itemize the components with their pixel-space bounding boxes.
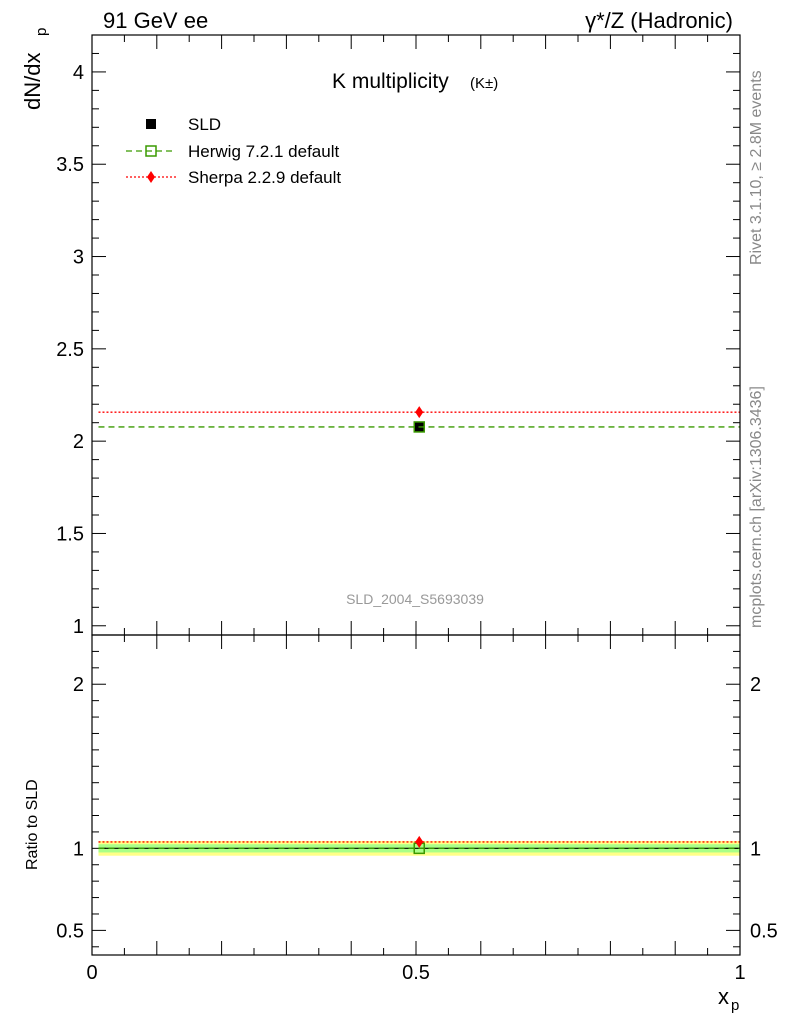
main-ytick-label: 3: [73, 247, 84, 269]
main-sherpa-marker: [415, 406, 424, 419]
ratio-ytick-label: 1: [73, 838, 84, 860]
main-ytick-label: 2: [73, 431, 84, 453]
legend: SLD Herwig 7.2.1 default Sherpa 2.2.9 defa…: [126, 115, 341, 187]
main-ylabel-text: dN/dx: [20, 53, 45, 110]
header-left: 91 GeV ee: [103, 8, 208, 33]
ratio-ytick-label: 0.5: [56, 920, 84, 942]
side-text-lower: mcplots.cern.ch [arXiv:1306.3436]: [748, 386, 765, 628]
legend-sld-marker: [146, 119, 156, 129]
ratio-ytick-label-right: 2: [750, 674, 761, 696]
series-layer: [98, 406, 740, 855]
legend-herwig-marker: [145, 145, 157, 157]
ratio-ylabel: Ratio to SLD: [24, 779, 41, 870]
legend-sherpa-marker: [147, 171, 155, 183]
main-ytick-label: 3.5: [56, 154, 84, 176]
legend-sld-label: SLD: [188, 115, 221, 134]
watermark: SLD_2004_S5693039: [346, 591, 484, 607]
xtick-label: 0: [86, 962, 97, 984]
header-right: γ*/Z (Hadronic): [585, 8, 733, 33]
ratio-xlabel-sub: p: [731, 997, 739, 1014]
ratio-ytick-label-right: 1: [750, 838, 761, 860]
ratio-frame: [91, 634, 741, 956]
main-herwig-marker: [413, 421, 425, 433]
main-ytick-label: 2.5: [56, 339, 84, 361]
legend-herwig-label: Herwig 7.2.1 default: [188, 142, 339, 161]
main-title-sub: (K±): [470, 75, 498, 92]
ratio-sherpa-marker: [415, 835, 424, 848]
main-ytick-label: 4: [73, 62, 84, 84]
side-text-upper: Rivet 3.1.10, ≥ 2.8M events: [748, 70, 765, 265]
main-ylabel-sub: p: [33, 28, 50, 36]
main-ylabel: dN/dx p: [20, 28, 50, 110]
ratio-ytick-label: 2: [73, 674, 84, 696]
ratio-ytick-label-right: 0.5: [750, 920, 778, 942]
main-title: K multiplicity: [332, 70, 449, 93]
xtick-label: 0.5: [402, 962, 430, 984]
xtick-label: 1: [734, 962, 745, 984]
main-ytick-label: 1.5: [56, 523, 84, 545]
ratio-xlabel: x: [718, 984, 729, 1009]
legend-sherpa-label: Sherpa 2.2.9 default: [188, 168, 341, 187]
main-ytick-label: 1: [73, 616, 84, 638]
